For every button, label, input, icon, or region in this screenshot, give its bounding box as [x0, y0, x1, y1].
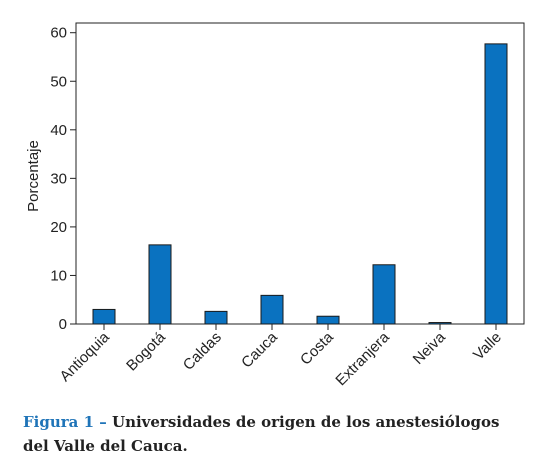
figure-caption: Figura 1 – Universidades de origen de lo…	[23, 410, 533, 458]
y-tick-label: 0	[59, 316, 67, 333]
x-tick-label: Costa	[297, 328, 337, 368]
figure-caption-text-line1: Universidades de origen de los anestesió…	[111, 413, 500, 431]
y-tick-label: 40	[50, 122, 67, 139]
x-axis: Antioquia Bogotá Caldas Cauca CostaExtranjer…	[57, 324, 505, 389]
bars	[92, 43, 508, 325]
y-tick-label: 10	[50, 267, 67, 284]
x-tick-label: Antioquia	[57, 328, 114, 385]
plot-area-frame	[75, 22, 525, 325]
y-tick-label: 60	[50, 25, 67, 42]
figure-caption-label: Figura 1 –	[23, 413, 107, 431]
bar	[148, 244, 172, 325]
x-tick-label: Cauca	[238, 328, 281, 371]
y-axis-label: Porcentaje	[25, 140, 42, 212]
figure-caption-text-line2: del Valle del Cauca.	[23, 437, 188, 455]
y-tick-label: 20	[50, 219, 67, 236]
x-tick-label: Caldas	[180, 329, 225, 374]
bar	[484, 43, 508, 325]
x-tick-label: Extranjera	[332, 328, 393, 389]
x-tick-label: Neiva	[410, 328, 450, 368]
y-axis: 0 10 20 30 40 50 60	[50, 25, 76, 333]
bar	[260, 294, 284, 325]
x-tick-label: Bogotá	[123, 328, 169, 374]
bar	[316, 315, 340, 325]
bar	[92, 308, 116, 325]
bar	[428, 322, 452, 325]
y-tick-label: 50	[50, 73, 67, 90]
bar	[204, 310, 228, 325]
x-tick-label: Valle	[470, 329, 505, 364]
y-tick-label: 30	[50, 170, 67, 187]
bar	[372, 264, 396, 325]
bar-chart: 0 10 20 30 40 50 60 Antioquia Bogotá Caldas Cauca…	[25, 22, 525, 389]
